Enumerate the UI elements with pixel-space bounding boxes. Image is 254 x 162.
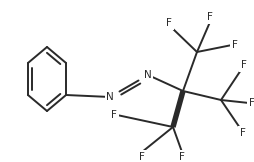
Text: N: N <box>106 92 114 102</box>
Text: F: F <box>240 128 246 138</box>
Text: F: F <box>232 40 238 50</box>
Text: F: F <box>249 98 254 108</box>
Text: F: F <box>179 152 185 162</box>
Text: F: F <box>241 60 247 70</box>
Text: F: F <box>139 152 145 162</box>
Text: N: N <box>144 70 152 80</box>
Text: F: F <box>166 18 172 28</box>
Text: F: F <box>207 12 213 22</box>
Text: F: F <box>111 110 117 120</box>
